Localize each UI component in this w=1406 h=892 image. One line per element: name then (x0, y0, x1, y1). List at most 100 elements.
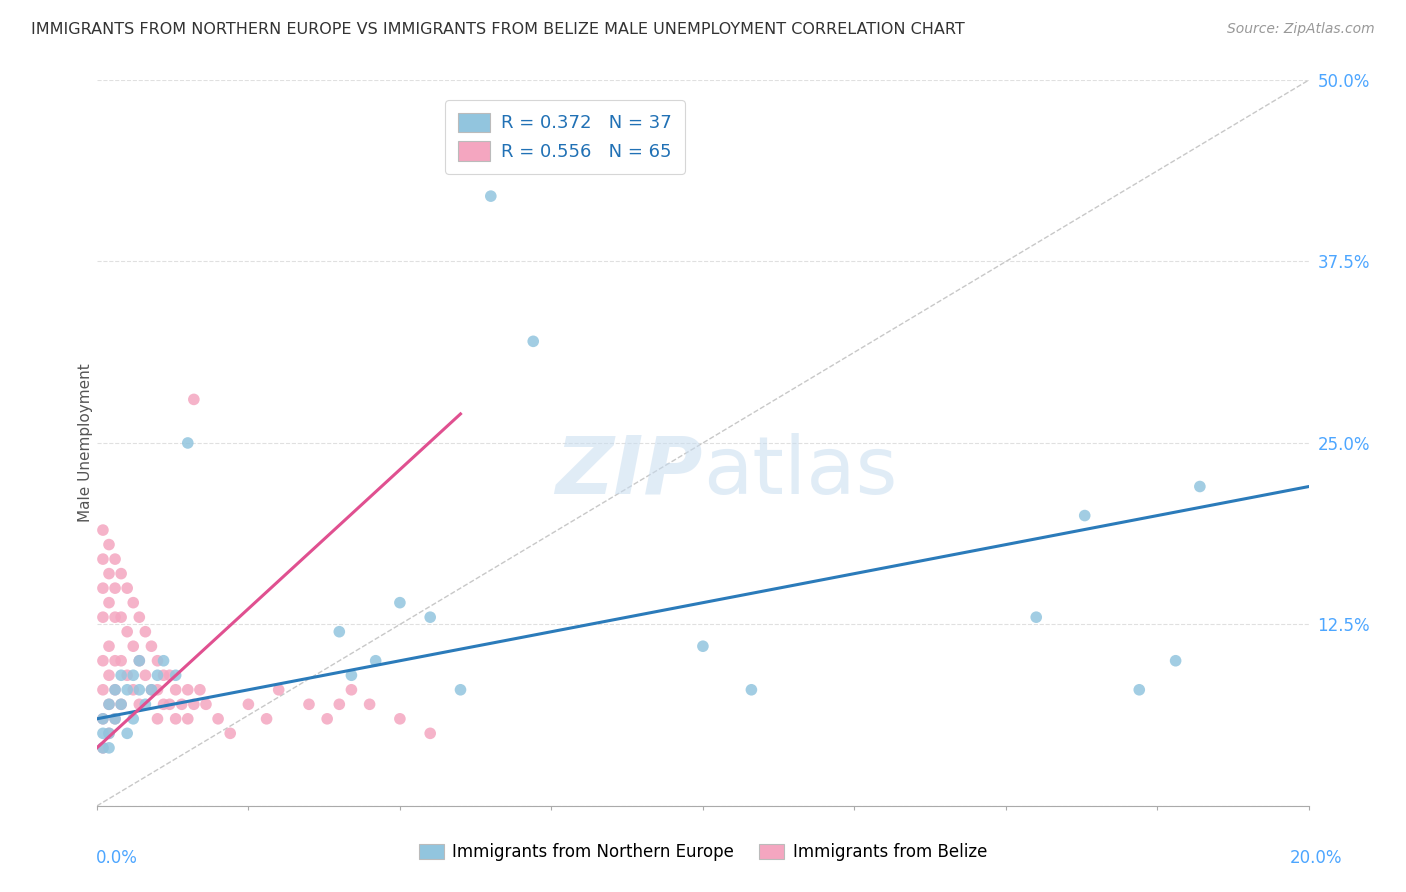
Point (328, 624, 350, 639)
Point (740, 682, 762, 697)
Point (98, 566, 121, 581)
Point (165, 712, 187, 726)
Point (91, 581, 114, 595)
Point (91, 712, 114, 726)
Point (115, 668, 138, 682)
Text: ZIP: ZIP (555, 433, 703, 511)
Point (177, 712, 200, 726)
Point (152, 668, 174, 682)
Point (450, 682, 472, 697)
Point (328, 698, 350, 712)
Point (141, 682, 163, 697)
Point (419, 726, 441, 740)
Point (104, 654, 127, 668)
Point (115, 726, 138, 740)
Point (1188, 479, 1211, 493)
Point (110, 668, 132, 682)
Text: 0.0%: 0.0% (96, 849, 138, 867)
Point (152, 654, 174, 668)
Point (141, 682, 163, 697)
Point (122, 668, 145, 682)
Point (104, 581, 127, 595)
Point (165, 682, 187, 697)
Point (267, 682, 290, 697)
Point (141, 639, 163, 653)
Point (316, 712, 339, 726)
Point (122, 682, 145, 697)
Point (134, 698, 156, 712)
Point (128, 682, 150, 697)
Point (104, 552, 127, 566)
Point (194, 698, 217, 712)
Legend: R = 0.372   N = 37, R = 0.556   N = 65: R = 0.372 N = 37, R = 0.556 N = 65 (446, 100, 685, 174)
Point (110, 698, 132, 712)
Point (146, 654, 169, 668)
Point (340, 682, 363, 697)
Point (110, 610, 132, 624)
Point (104, 610, 127, 624)
Point (134, 668, 156, 682)
Point (170, 698, 193, 712)
Point (479, 189, 502, 203)
Point (1128, 682, 1150, 697)
Point (146, 682, 169, 697)
Point (146, 668, 169, 682)
Point (122, 596, 145, 610)
Text: Source: ZipAtlas.com: Source: ZipAtlas.com (1227, 22, 1375, 37)
Point (359, 698, 381, 712)
Point (104, 682, 127, 697)
Point (98, 698, 121, 712)
Point (238, 698, 260, 712)
Point (128, 654, 150, 668)
Point (219, 726, 242, 740)
Point (1073, 508, 1095, 523)
Point (91, 740, 114, 755)
Point (388, 596, 411, 610)
Point (104, 712, 127, 726)
Legend: Immigrants from Northern Europe, Immigrants from Belize: Immigrants from Northern Europe, Immigra… (412, 837, 994, 868)
Point (98, 538, 121, 552)
Point (91, 682, 114, 697)
Point (1025, 610, 1047, 624)
Point (388, 712, 411, 726)
Point (298, 698, 321, 712)
Point (91, 610, 114, 624)
Point (91, 523, 114, 537)
Point (522, 334, 544, 349)
Text: atlas: atlas (703, 433, 897, 511)
Point (98, 726, 121, 740)
Point (115, 624, 138, 639)
Text: 20.0%: 20.0% (1291, 849, 1343, 867)
Point (104, 682, 127, 697)
Point (98, 726, 121, 740)
Point (183, 392, 205, 407)
Point (91, 726, 114, 740)
Point (152, 698, 174, 712)
Point (177, 436, 200, 450)
Point (146, 712, 169, 726)
Point (692, 639, 714, 653)
Point (207, 712, 229, 726)
Point (122, 639, 145, 653)
Point (183, 698, 205, 712)
Point (98, 639, 121, 653)
Point (128, 610, 150, 624)
Point (91, 654, 114, 668)
Point (115, 682, 138, 697)
Point (128, 654, 150, 668)
Point (98, 698, 121, 712)
Point (98, 740, 121, 755)
Point (177, 682, 200, 697)
Y-axis label: Male Unemployment: Male Unemployment (79, 364, 93, 523)
Point (364, 654, 387, 668)
Text: IMMIGRANTS FROM NORTHERN EUROPE VS IMMIGRANTS FROM BELIZE MALE UNEMPLOYMENT CORR: IMMIGRANTS FROM NORTHERN EUROPE VS IMMIG… (31, 22, 965, 37)
Point (159, 698, 181, 712)
Point (340, 668, 363, 682)
Point (104, 712, 127, 726)
Point (128, 698, 150, 712)
Point (115, 581, 138, 595)
Point (91, 552, 114, 566)
Point (1164, 654, 1187, 668)
Point (122, 712, 145, 726)
Point (110, 566, 132, 581)
